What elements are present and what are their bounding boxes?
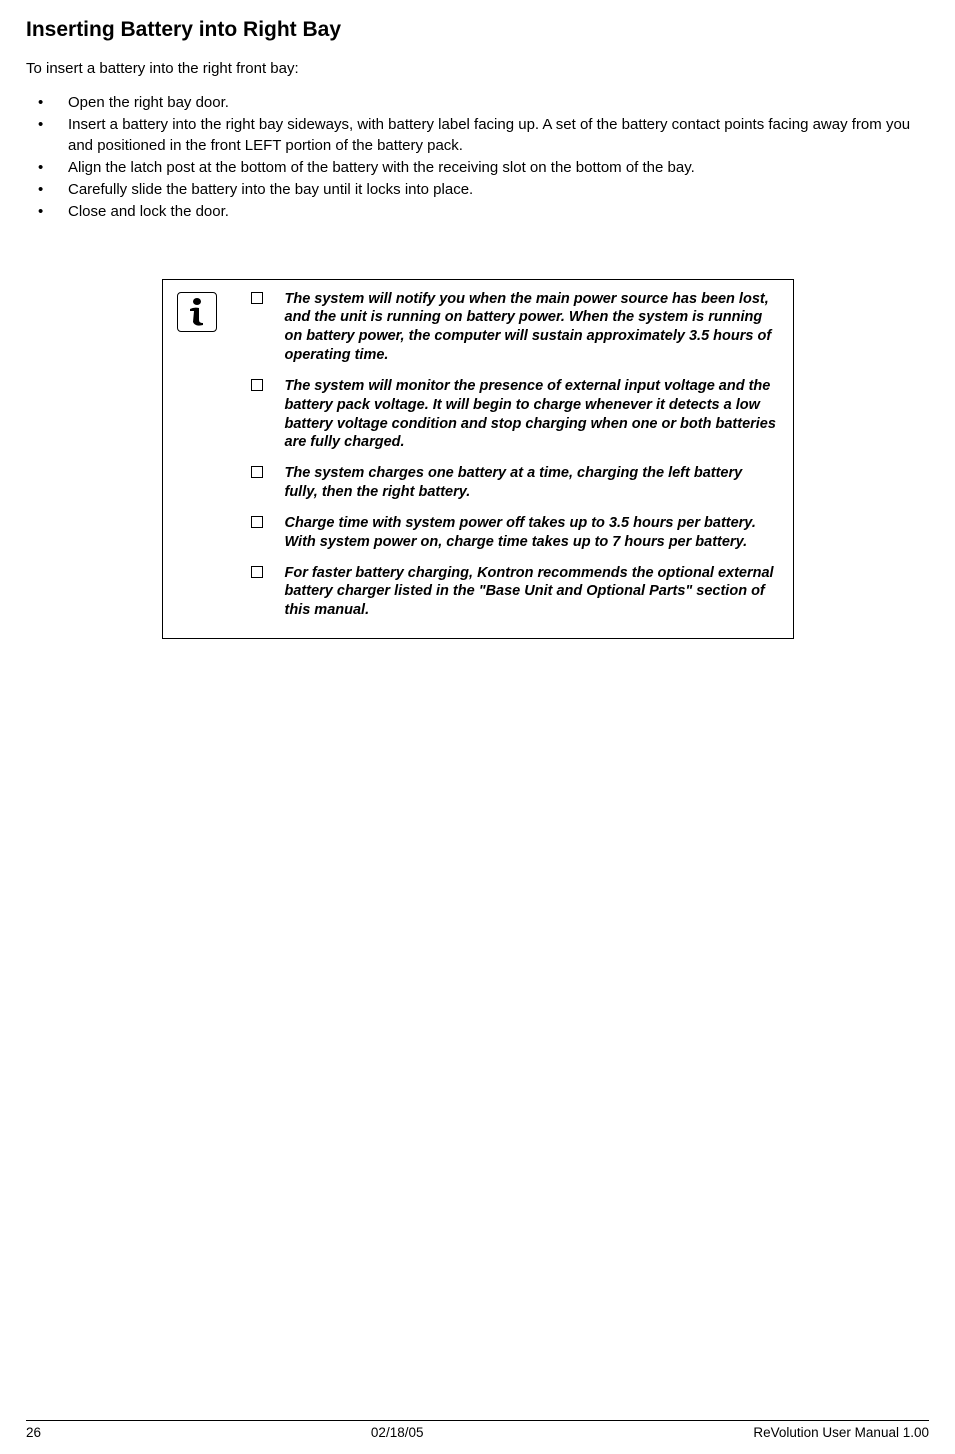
info-list: The system will notify you when the main… xyxy=(223,290,779,621)
list-item: Close and lock the door. xyxy=(38,202,929,222)
list-item: Carefully slide the battery into the bay… xyxy=(38,180,929,200)
info-item: For faster battery charging, Kontron rec… xyxy=(251,564,779,621)
info-icon-wrap xyxy=(177,290,223,332)
info-item-text: The system charges one battery at a time… xyxy=(285,465,743,500)
steps-list: Open the right bay door. Insert a batter… xyxy=(26,93,929,223)
checkbox-icon xyxy=(251,466,263,478)
info-item-text: The system will notify you when the main… xyxy=(285,291,772,364)
intro-paragraph: To insert a battery into the right front… xyxy=(26,60,929,77)
list-item: Open the right bay door. xyxy=(38,93,929,113)
checkbox-icon xyxy=(251,379,263,391)
checkbox-icon xyxy=(251,292,263,304)
list-item: Align the latch post at the bottom of th… xyxy=(38,158,929,178)
info-item-text: Charge time with system power off takes … xyxy=(285,515,756,550)
info-icon xyxy=(177,292,217,332)
info-callout: The system will notify you when the main… xyxy=(162,279,794,640)
footer-page-number: 26 xyxy=(26,1425,41,1440)
footer-date: 02/18/05 xyxy=(371,1425,424,1440)
info-item: The system charges one battery at a time… xyxy=(251,464,779,502)
footer-doc-title: ReVolution User Manual 1.00 xyxy=(753,1425,929,1440)
checkbox-icon xyxy=(251,566,263,578)
info-item: The system will monitor the presence of … xyxy=(251,377,779,452)
info-item: The system will notify you when the main… xyxy=(251,290,779,365)
list-item: Insert a battery into the right bay side… xyxy=(38,115,929,156)
info-item: Charge time with system power off takes … xyxy=(251,514,779,552)
checkbox-icon xyxy=(251,516,263,528)
page-footer: 26 02/18/05 ReVolution User Manual 1.00 xyxy=(0,1420,955,1440)
info-item-text: The system will monitor the presence of … xyxy=(285,378,776,451)
section-heading: Inserting Battery into Right Bay xyxy=(26,18,929,42)
info-item-text: For faster battery charging, Kontron rec… xyxy=(285,565,774,619)
